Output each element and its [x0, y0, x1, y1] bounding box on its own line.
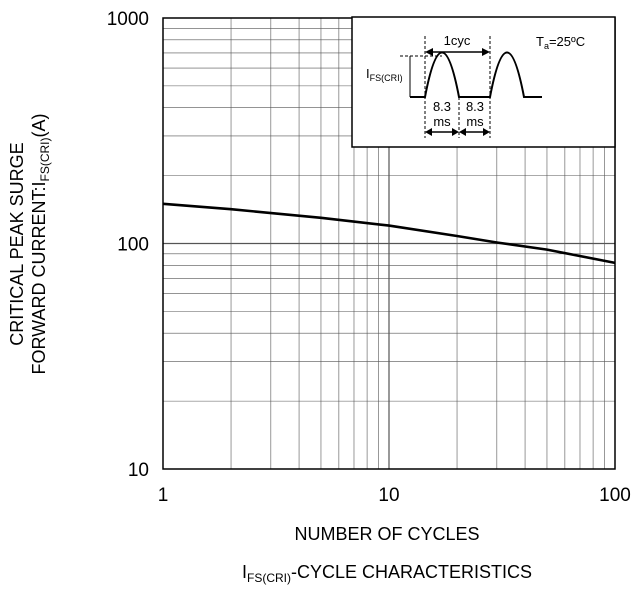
inset-arrowhead — [483, 128, 490, 136]
x-tick-label: 100 — [599, 485, 631, 506]
inset-period-label: 1cyc — [444, 33, 471, 48]
inset-arrowhead — [452, 128, 459, 136]
inset-arrowhead — [425, 48, 433, 56]
series-line — [162, 202, 616, 265]
chart-caption: IFS(CRI)-CYCLE CHARACTERISTICS — [242, 562, 532, 585]
inset-arrowhead — [482, 48, 490, 56]
y-axis-title-line1: CRITICAL PEAK SURGE — [7, 142, 27, 345]
inset-frame — [351, 16, 616, 148]
x-tick-label: 10 — [378, 485, 399, 506]
y-axis-title-line2: FORWARD CURRENT:IFS(CRI)(A) — [29, 114, 52, 375]
inset-halfcycle-unit-1: ms — [433, 114, 451, 129]
inset-wave — [410, 51, 542, 98]
y-axis-title: CRITICAL PEAK SURGE FORWARD CURRENT:IFS(… — [7, 114, 52, 375]
inset-arrowhead — [425, 128, 432, 136]
inset-halfcycle-value-2: 8.3 — [466, 99, 484, 114]
inset-waveform: 1cyc 8.3 ms 8.3 ms IFS(CRI) Ta=25ºC — [351, 16, 616, 148]
inset-temperature: Ta=25ºC — [536, 34, 585, 51]
x-tick-label: 1 — [158, 485, 169, 506]
y-tick-label: 1000 — [107, 9, 149, 30]
inset-arrowhead — [459, 128, 466, 136]
inset-halfcycle-unit-2: ms — [466, 114, 484, 129]
tick-labels: 1 10 100 10 100 1000 — [107, 9, 631, 506]
inset-current-label: IFS(CRI) — [366, 66, 403, 83]
inset-halfcycle-value-1: 8.3 — [433, 99, 451, 114]
y-tick-label: 10 — [128, 460, 149, 481]
x-axis-title: NUMBER OF CYCLES — [294, 524, 479, 544]
y-tick-label: 100 — [117, 235, 149, 256]
